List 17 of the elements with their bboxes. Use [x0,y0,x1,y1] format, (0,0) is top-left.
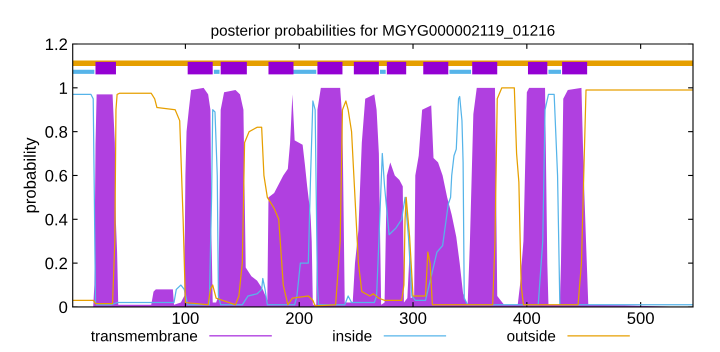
x-tick-label: 500 [627,312,654,324]
y-axis-title: probability [24,138,40,212]
y-tick-label: 0.6 [45,170,68,182]
chart-title: posterior probabilities for MGYG000002119_01216 [212,24,554,39]
x-tick-label: 200 [286,312,312,324]
y-tick-label: 1 [60,82,68,94]
y-tick-label: 1.2 [46,38,68,50]
y-tick-label: 0.4 [45,214,68,226]
x-tick-label: 100 [172,312,199,324]
x-tick-label: 300 [400,312,426,324]
legend-label: transmembrane [91,330,198,342]
legend-label: inside [333,330,372,342]
legend-label: outside [507,330,556,342]
y-tick-label: 0.2 [45,258,68,270]
x-tick-label: 400 [513,312,540,324]
y-tick-label: 0.8 [45,126,68,138]
y-tick-label: 0 [59,301,68,314]
